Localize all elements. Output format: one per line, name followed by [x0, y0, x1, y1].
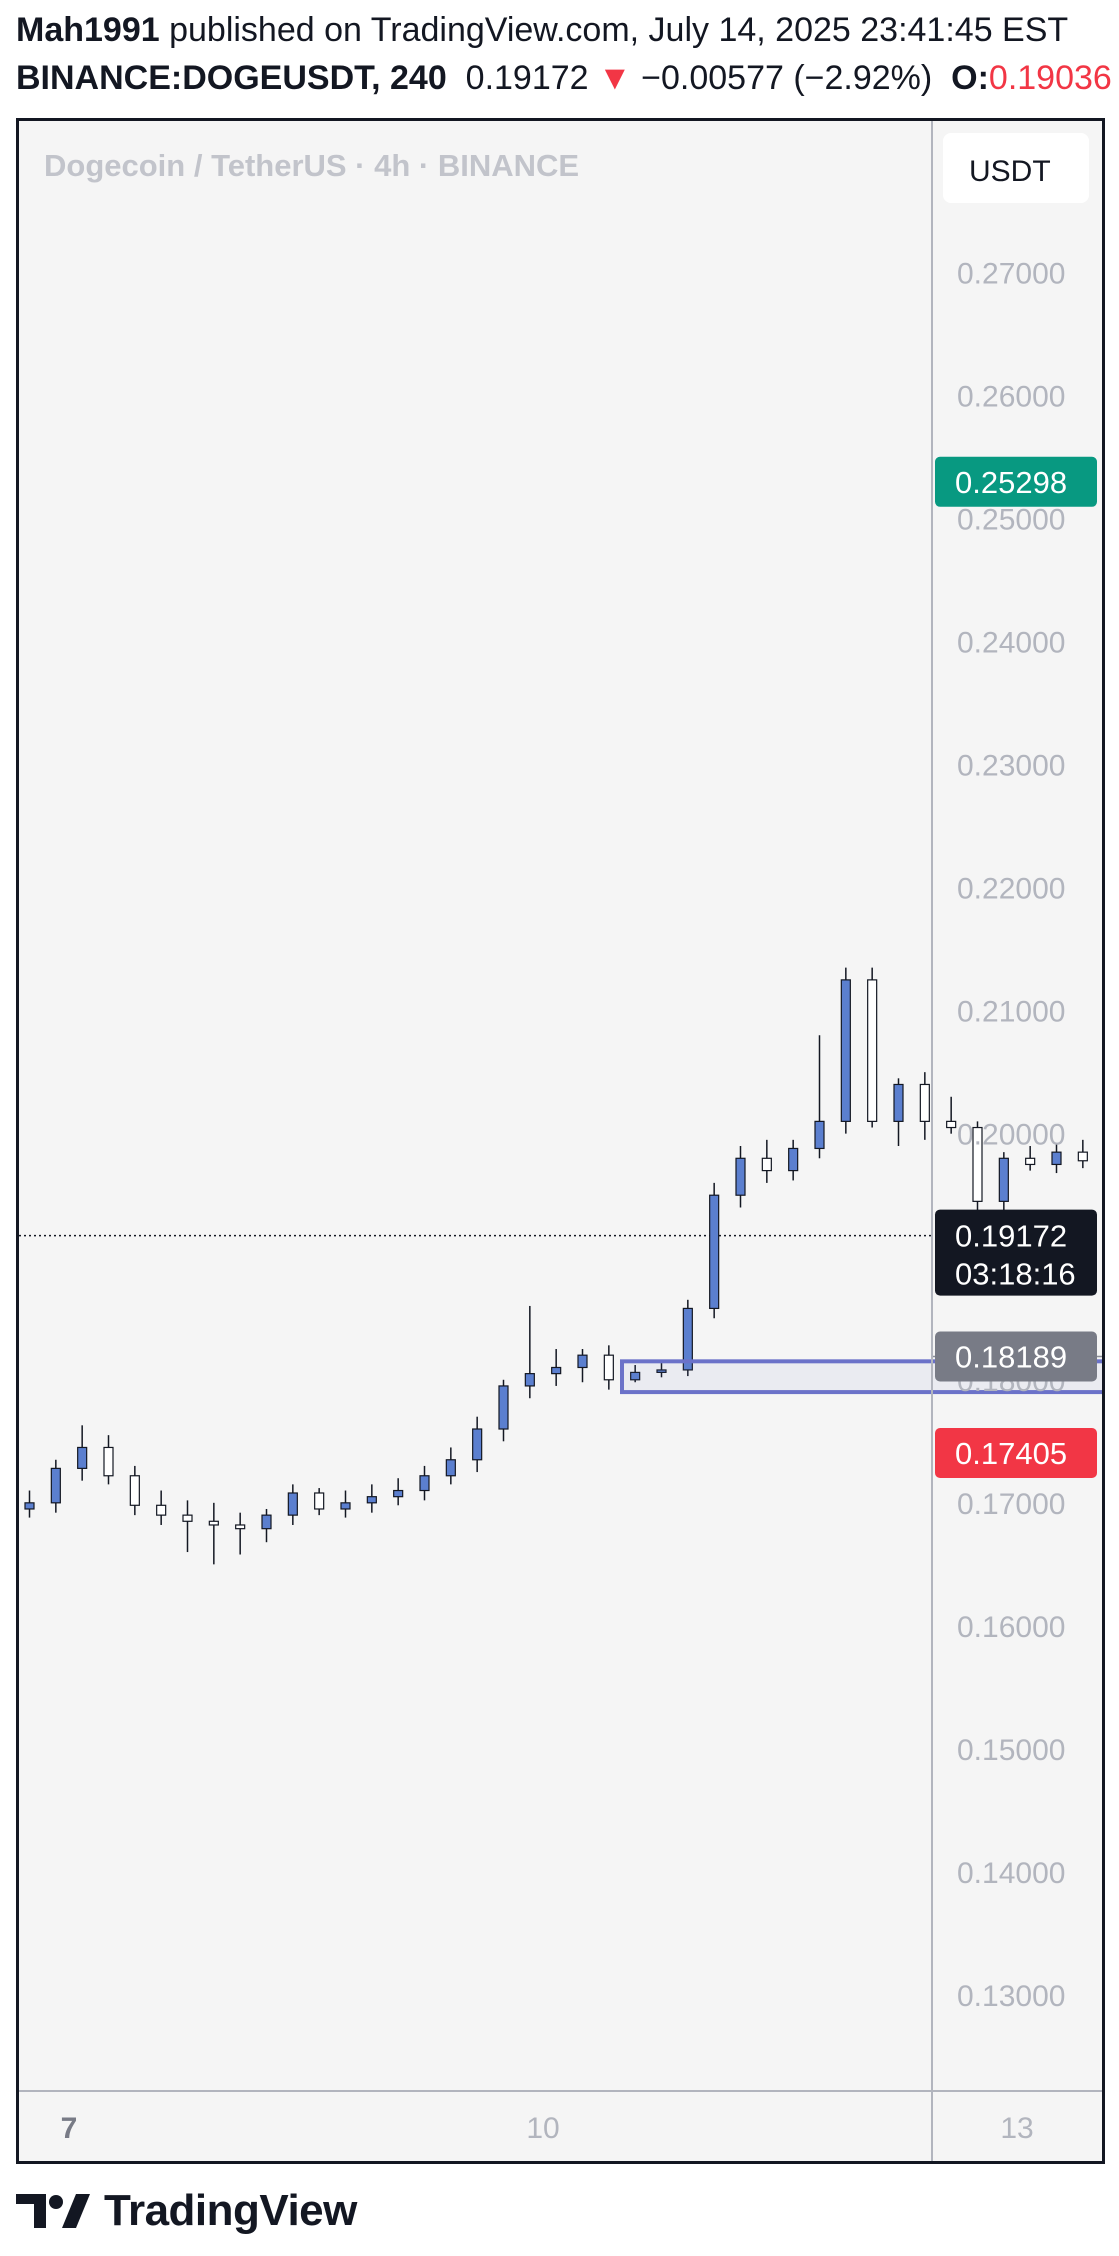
x-tick-label: 13: [1000, 2112, 1033, 2145]
y-tick-label: 0.27000: [957, 257, 1065, 290]
candle-up: [788, 1147, 799, 1172]
symbol-line: BINANCE:DOGEUSDT, 240 0.19172 ▼ −0.00577…: [16, 58, 1119, 98]
symbol-name: BINANCE:DOGEUSDT, 240: [16, 59, 447, 97]
y-tick-label: 0.26000: [957, 380, 1065, 413]
candle-up: [814, 1120, 825, 1150]
candle-down: [603, 1354, 614, 1381]
open-label: O:: [951, 59, 989, 97]
y-tick-label: 0.13000: [957, 1980, 1065, 2013]
currency-button-label[interactable]: USDT: [969, 155, 1051, 188]
candle-up: [998, 1157, 1009, 1202]
candle-up: [287, 1492, 298, 1516]
entry-price-tag-bg: [935, 1331, 1097, 1382]
candle-down: [1025, 1157, 1036, 1166]
candle-up: [735, 1157, 746, 1196]
candle-up: [630, 1371, 641, 1381]
author-name[interactable]: Mah1991: [16, 11, 160, 49]
y-tick-label: 0.20000: [957, 1119, 1065, 1152]
candle-down: [867, 979, 878, 1122]
y-tick-label: 0.25000: [957, 503, 1065, 536]
candle-up: [893, 1083, 904, 1122]
candle-up: [340, 1502, 351, 1510]
y-tick-label: 0.16000: [957, 1611, 1065, 1644]
x-tick-label: 7: [61, 2112, 78, 2145]
candles: [24, 967, 1088, 1565]
candle-up: [709, 1194, 720, 1310]
candle-up: [366, 1496, 377, 1504]
candle-up: [445, 1459, 456, 1477]
candle-up: [77, 1446, 88, 1469]
tradingview-logo-icon: [16, 2194, 90, 2228]
current-price-tag-bg: [935, 1209, 1097, 1296]
published-text: published on TradingView.com, July 14, 2…: [169, 11, 1069, 49]
candle-down: [314, 1492, 325, 1510]
y-axis-ticks: 0.27000 0.26000 0.25000 0.24000 0.23000 0.220…: [957, 257, 1065, 2013]
candle-up: [656, 1369, 667, 1373]
y-tick-label: 0.24000: [957, 626, 1065, 659]
candle-down: [182, 1514, 193, 1522]
y-tick-label: 0.15000: [957, 1734, 1065, 1767]
candle-down: [235, 1524, 246, 1530]
price-change: −0.00577 (−2.92%): [641, 59, 933, 97]
entry-price-tag-label: 0.18189: [955, 1340, 1067, 1375]
candle-up: [50, 1467, 61, 1504]
candle-down: [761, 1157, 772, 1172]
candle-up: [498, 1385, 509, 1430]
y-tick-label: 0.22000: [957, 873, 1065, 906]
stop-price-tag-label: 0.17405: [955, 1436, 1067, 1471]
candle-down: [946, 1120, 957, 1129]
down-arrow-icon: ▼: [598, 59, 632, 97]
currency-button[interactable]: [943, 133, 1089, 203]
candle-down: [156, 1504, 167, 1516]
footer-brand: TradingView: [104, 2186, 357, 2235]
candle-down: [919, 1083, 930, 1122]
candle-up: [472, 1428, 483, 1461]
target-price-tag-bg: [935, 456, 1097, 507]
candle-up: [840, 979, 851, 1122]
stop-price-tag-bg: [935, 1427, 1097, 1478]
y-tick-label: 0.21000: [957, 996, 1065, 1029]
chart-title: Dogecoin / TetherUS · 4h · BINANCE: [44, 148, 579, 183]
x-tick-label: 10: [526, 2112, 559, 2145]
chart-svg[interactable]: USDT 0.27000 0.26000 0.25000 0.24000 0.23000…: [19, 121, 1102, 2161]
candle-down: [1077, 1151, 1088, 1162]
candle-up: [419, 1475, 430, 1492]
target-price-tag-label: 0.25298: [955, 465, 1067, 500]
y-tick-label: 0.14000: [957, 1857, 1065, 1890]
candle-up: [577, 1354, 588, 1369]
candle-up: [524, 1373, 535, 1387]
open-value: 0.19036: [988, 59, 1112, 97]
price-scale[interactable]: USDT: [19, 121, 1102, 2161]
bar-countdown-label: 03:18:16: [955, 1257, 1076, 1292]
x-axis-ticks[interactable]: 71013161922: [61, 2112, 1102, 2145]
candle-down: [972, 1126, 983, 1202]
candle-up: [1051, 1151, 1062, 1166]
candle-up: [682, 1307, 693, 1371]
publish-info: Mah1991 published on TradingView.com, Ju…: [16, 10, 1068, 50]
current-price-tag-label: 0.19172: [955, 1219, 1067, 1254]
candle-up: [24, 1502, 35, 1510]
candle-down: [208, 1520, 219, 1526]
chart-frame: USDT 0.27000 0.26000 0.25000 0.24000 0.23000…: [16, 118, 1105, 2164]
candle-up: [261, 1514, 272, 1530]
candle-up: [551, 1366, 562, 1375]
tradingview-footer[interactable]: TradingView: [16, 2186, 357, 2236]
last-price: 0.19172: [465, 59, 589, 97]
candle-down: [103, 1446, 114, 1477]
y-tick-label: 0.17000: [957, 1488, 1065, 1521]
candle-down: [129, 1475, 140, 1506]
candle-up: [393, 1489, 404, 1498]
y-tick-label: 0.23000: [957, 750, 1065, 783]
